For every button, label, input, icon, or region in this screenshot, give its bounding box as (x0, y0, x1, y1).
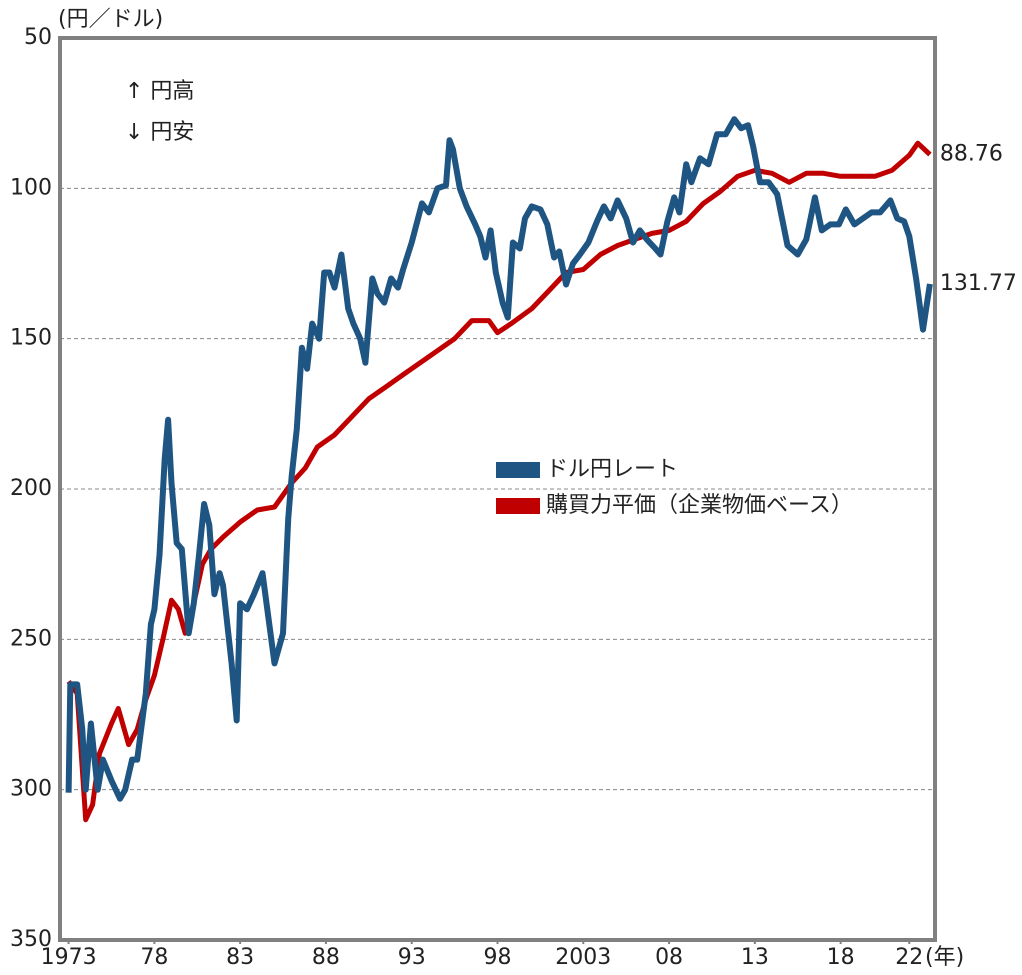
x-axis-label: (年) (925, 945, 964, 970)
x-tick-label: 78 (140, 945, 168, 970)
y-tick-label: 250 (10, 626, 52, 651)
series-line (65, 116, 933, 802)
y-tick-label: 100 (10, 175, 52, 200)
y-tick-label: 150 (10, 326, 52, 351)
y-tick-label: 50 (24, 25, 52, 50)
legend-swatch (496, 462, 540, 478)
x-tick-label: 08 (655, 945, 683, 970)
x-tick-label: 13 (741, 945, 769, 970)
x-tick-label: 88 (312, 945, 340, 970)
x-tick-label: 1973 (41, 945, 97, 970)
x-tick-label: 2003 (555, 945, 611, 970)
x-tick-label: 22 (895, 945, 923, 970)
legend-label: 購買力平価（企業物価ベース） (546, 493, 853, 518)
annotation: ↑ 円高 (125, 79, 194, 104)
y-tick-label: 200 (10, 476, 52, 501)
y-tick-label: 300 (10, 777, 52, 802)
series-line (66, 140, 932, 823)
legend-swatch (496, 498, 540, 514)
legend-label: ドル円レート (546, 457, 678, 482)
x-tick-label: 98 (484, 945, 512, 970)
x-tick-label: 93 (398, 945, 426, 970)
x-tick-label: 83 (226, 945, 254, 970)
annotation: ↓ 円安 (125, 120, 194, 145)
y-axis-label: (円／ドル) (58, 7, 163, 32)
end-value-label: 131.77 (940, 271, 1017, 296)
x-tick-label: 18 (827, 945, 855, 970)
plot-frame (58, 36, 937, 942)
y-tick-label: 350 (10, 927, 52, 952)
end-value-label: 88.76 (940, 142, 1003, 167)
